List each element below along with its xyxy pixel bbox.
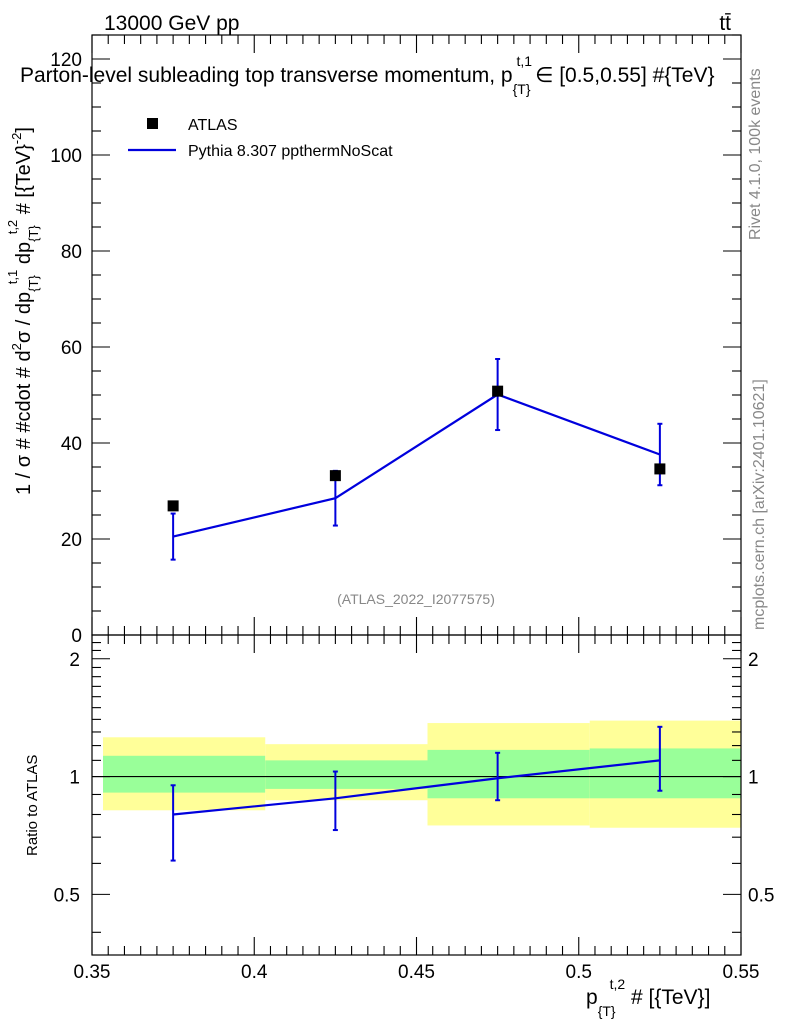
legend-pythia-label: Pythia 8.307 ppthermNoScat (188, 143, 393, 160)
x-tick-label: 0.55 (723, 962, 760, 983)
x-tick-label: 0.4 (241, 962, 268, 983)
analysis-watermark: (ATLAS_2022_I2077575) (337, 591, 495, 607)
main-y-label: 1 / σ # #cdot # d2σ / dp{T}t,1 dp{T}t,2 … (5, 127, 41, 495)
pythia-line (172, 393, 661, 538)
ratio-green-band (103, 755, 266, 793)
legend-atlas-label: ATLAS (188, 117, 238, 134)
ratio-green-band (427, 749, 590, 799)
x-tick-label: 0.45 (398, 962, 435, 983)
rivet-label: Rivet 4.1.0, 100k events (747, 68, 764, 240)
plot-title: Parton-level subleading top transverse m… (20, 53, 715, 97)
ratio-green-band (265, 760, 428, 789)
ratio-green-band (589, 748, 741, 799)
energy-label: 13000 GeV pp (104, 12, 239, 35)
atlas-data-point (654, 463, 666, 475)
main-y-tick-label: 0 (71, 626, 82, 647)
mcplots-label: mcplots.cern.ch [arXiv:2401.10621] (751, 379, 768, 630)
ratio-y-tick-label-right: 0.5 (748, 885, 774, 906)
legend-atlas-marker (147, 118, 158, 129)
atlas-data-point (167, 500, 179, 512)
main-y-tick-label: 80 (61, 242, 82, 263)
process-label: tt̄ (719, 12, 731, 35)
main-y-tick-label: 60 (61, 338, 82, 359)
atlas-data-point (329, 470, 341, 482)
main-y-tick-label: 100 (50, 146, 82, 167)
ratio-y-label: Ratio to ATLAS (24, 755, 41, 856)
ratio-y-tick-label: 1 (69, 768, 80, 789)
x-axis-label: p{T}t,2 # [{TeV}] (586, 976, 710, 1019)
main-y-tick-label: 40 (61, 434, 82, 455)
x-tick-label: 0.35 (74, 962, 111, 983)
main-y-tick-label: 120 (50, 50, 82, 71)
ratio-y-tick-label-right: 2 (748, 650, 759, 671)
ratio-y-tick-label: 0.5 (54, 885, 80, 906)
ratio-y-tick-label: 2 (69, 650, 80, 671)
ratio-pythia-line (173, 759, 660, 816)
x-tick-label: 0.5 (566, 962, 592, 983)
legend: ATLAS Pythia 8.307 ppthermNoScat (128, 117, 393, 160)
main-y-tick-label: 20 (61, 530, 82, 551)
atlas-data-point (492, 385, 504, 397)
ratio-y-tick-label-right: 1 (748, 768, 759, 789)
